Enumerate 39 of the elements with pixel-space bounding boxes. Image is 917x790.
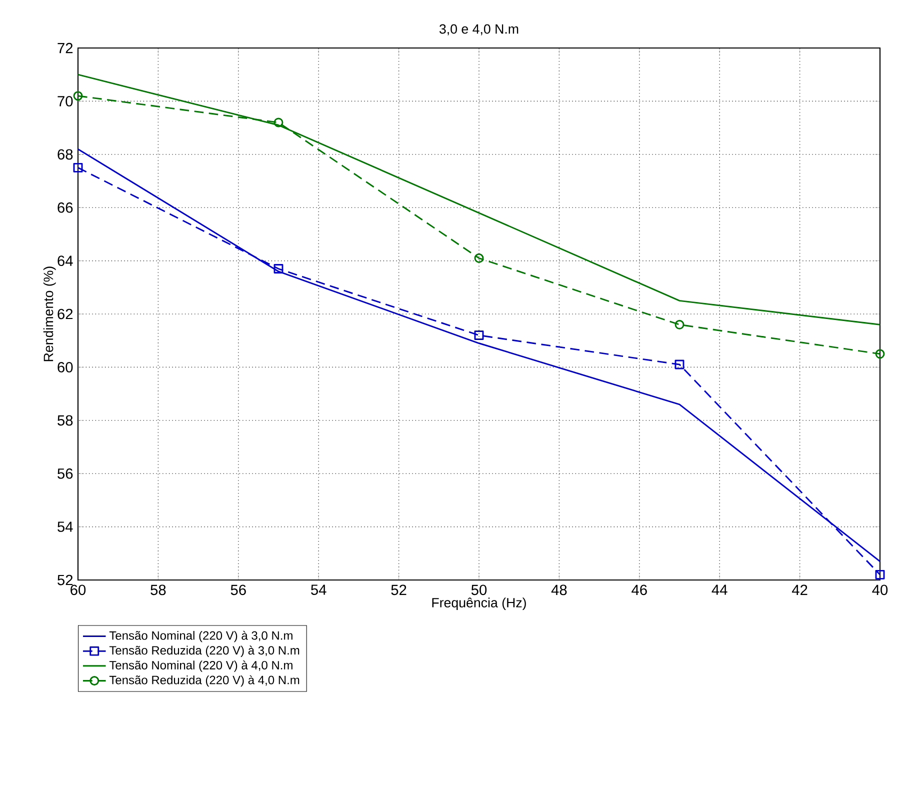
x-tick-label: 58 <box>150 584 166 596</box>
y-tick-label: 70 <box>58 96 73 106</box>
point <box>73 162 83 172</box>
y-tick-label: 60 <box>58 362 73 372</box>
y-tick-label: 72 <box>58 42 73 54</box>
x-tick-label: 44 <box>712 584 728 595</box>
x-tick-label: 40 <box>872 584 888 596</box>
x-tick-label: 48 <box>551 584 567 596</box>
legend-label: Tensão Nominal (220 V) à 3,0 N.m <box>109 630 292 642</box>
point <box>73 91 83 101</box>
x-tick-label: 54 <box>311 584 326 595</box>
legend-label: Tensão Nominal (220 V) à 4,0 N.m <box>109 660 292 672</box>
x-tick-label: 42 <box>792 584 808 595</box>
point <box>274 264 284 274</box>
legend-label: Tensão Reduzida (220 V) à 3,0 N.m <box>109 646 300 657</box>
point <box>875 349 885 359</box>
x-tick-label: 52 <box>391 584 406 596</box>
point <box>274 118 284 128</box>
y-tick-label: 68 <box>58 149 73 160</box>
y-tick-label: 64 <box>58 256 73 266</box>
point <box>674 320 684 330</box>
y-tick-label: 58 <box>58 415 73 426</box>
x-tick-label: 46 <box>632 584 647 596</box>
chart-title: 3,0 e 4,0 N.m <box>439 24 518 36</box>
x-axis-title: Frequência (Hz) <box>432 598 526 610</box>
y-tick-label: 54 <box>58 522 73 532</box>
point <box>875 570 885 580</box>
y-tick-label: 62 <box>58 308 73 320</box>
y-tick-label: 52 <box>58 574 73 586</box>
x-tick-label: 50 <box>471 584 487 596</box>
point <box>474 330 484 340</box>
point <box>674 360 684 370</box>
legend-label: Tensão Reduzida (220 V) à 4,0 N.m <box>109 675 300 687</box>
point <box>474 253 484 263</box>
x-tick-label: 56 <box>230 584 246 596</box>
y-axis-title: Rendimento (%) <box>43 266 56 362</box>
x-tick-label: 60 <box>70 584 86 596</box>
y-tick-label: 56 <box>58 468 73 479</box>
y-tick-label: 66 <box>58 202 73 213</box>
